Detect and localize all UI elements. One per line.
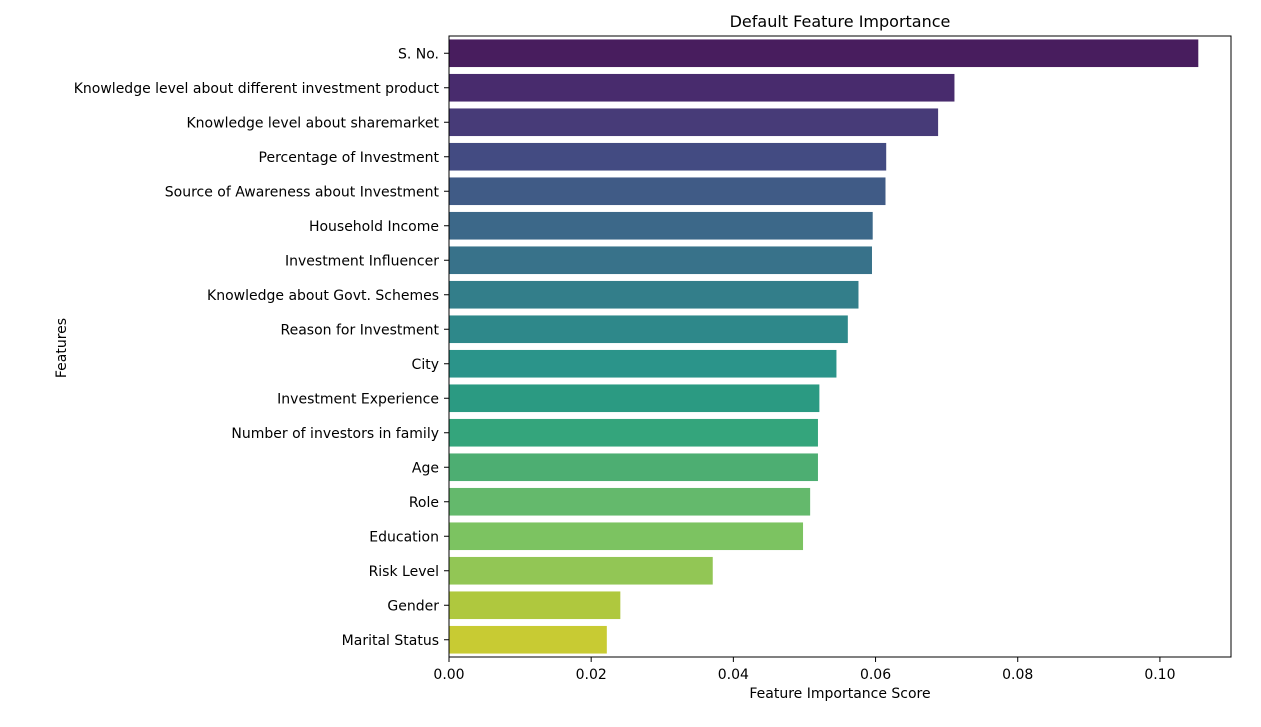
y-tick-label-5: Household Income: [309, 219, 439, 235]
y-tick-label-0: S. No.: [398, 46, 439, 62]
bar-8: [449, 315, 848, 344]
bars-layer: [449, 39, 1199, 654]
y-tick-label-16: Gender: [387, 598, 439, 614]
y-tick-label-3: Percentage of Investment: [259, 150, 440, 166]
bar-5: [449, 211, 873, 240]
x-tick-label-1: 0.02: [576, 667, 607, 683]
y-tick-label-2: Knowledge level about sharemarket: [187, 115, 440, 131]
x-tick-label-4: 0.08: [1002, 667, 1033, 683]
x-tick-label-3: 0.06: [860, 667, 891, 683]
bar-10: [449, 384, 820, 413]
bar-15: [449, 556, 713, 585]
bar-17: [449, 625, 607, 654]
plot-frame: [448, 35, 1232, 658]
y-tick-label-11: Number of investors in family: [231, 426, 439, 442]
bar-16: [449, 591, 621, 620]
y-tick-label-12: Age: [412, 460, 439, 476]
y-tick-label-7: Knowledge about Govt. Schemes: [207, 288, 439, 304]
bar-2: [449, 108, 939, 137]
x-tick-label-5: 0.10: [1144, 667, 1175, 683]
bar-9: [449, 349, 837, 378]
bar-14: [449, 522, 804, 551]
x-ticks-layer: 0.00 0.02 0.04 0.06 0.08 0.10: [433, 657, 1175, 683]
y-tick-label-4: Source of Awareness about Investment: [165, 184, 440, 200]
bar-1: [449, 73, 955, 102]
chart-title: Default Feature Importance: [730, 12, 951, 31]
x-tick-label-0: 0.00: [433, 667, 464, 683]
y-tick-label-15: Risk Level: [369, 564, 439, 580]
bar-12: [449, 453, 818, 482]
bar-11: [449, 418, 818, 447]
y-axis-label: Features: [54, 318, 70, 378]
bar-3: [449, 142, 887, 171]
y-tick-label-13: Role: [409, 495, 439, 511]
y-ticks-layer: S. No. Knowledge level about different in…: [74, 46, 449, 649]
y-tick-label-1: Knowledge level about different investme…: [74, 81, 440, 97]
y-tick-label-6: Investment Influencer: [285, 253, 439, 269]
y-tick-label-9: City: [412, 357, 439, 373]
y-tick-label-14: Education: [369, 529, 439, 545]
bar-4: [449, 177, 886, 206]
x-axis-label: Feature Importance Score: [749, 686, 930, 702]
bar-6: [449, 246, 872, 275]
bar-13: [449, 487, 811, 516]
bar-0: [449, 39, 1199, 68]
bar-7: [449, 280, 859, 309]
y-tick-label-10: Investment Experience: [277, 391, 439, 407]
y-tick-label-17: Marital Status: [342, 633, 439, 649]
y-tick-label-8: Reason for Investment: [281, 322, 440, 338]
x-tick-label-2: 0.04: [718, 667, 749, 683]
